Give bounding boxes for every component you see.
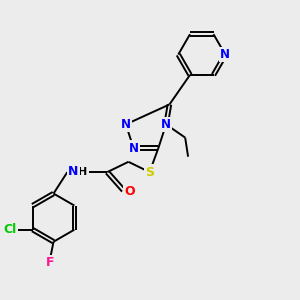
Text: N: N xyxy=(220,48,230,61)
Text: F: F xyxy=(46,256,55,269)
Text: N: N xyxy=(68,165,78,178)
Text: N: N xyxy=(128,142,139,154)
Text: O: O xyxy=(124,185,135,198)
Text: S: S xyxy=(145,166,154,178)
Text: Cl: Cl xyxy=(3,223,17,236)
Text: N: N xyxy=(161,118,171,131)
Text: N: N xyxy=(121,118,131,131)
Text: H: H xyxy=(78,167,88,177)
